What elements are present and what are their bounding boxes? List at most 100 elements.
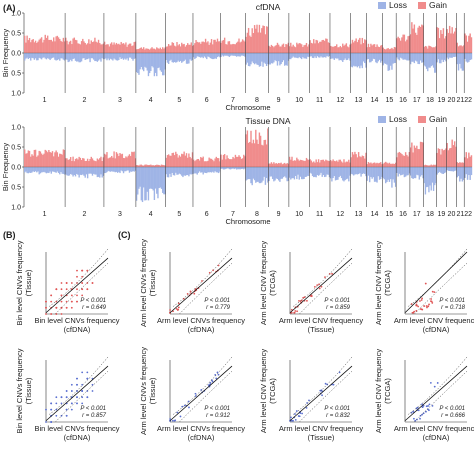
r-value-label: r = 0.649 xyxy=(82,305,107,311)
loss-bar xyxy=(28,167,31,173)
loss-bar xyxy=(157,53,159,69)
loss-bar xyxy=(124,167,126,172)
gain-bar xyxy=(452,145,455,167)
gain-bar xyxy=(195,40,197,53)
loss-bar xyxy=(368,167,371,183)
gain-bar xyxy=(333,160,336,167)
gain-bar xyxy=(465,152,468,167)
data-point xyxy=(425,405,428,408)
gain-bar xyxy=(36,42,38,53)
gain-bar xyxy=(447,150,450,167)
data-point xyxy=(76,269,78,272)
gain-bar xyxy=(34,40,37,53)
loss-bar xyxy=(424,167,427,195)
gain-bar xyxy=(286,44,288,53)
loss-bar xyxy=(213,167,215,173)
loss-bar xyxy=(299,53,302,59)
loss-bar xyxy=(303,167,305,179)
loss-bar xyxy=(270,167,273,177)
gain-bar xyxy=(134,41,137,53)
data-point xyxy=(425,410,427,413)
loss-bar xyxy=(202,167,204,175)
panel-label-a: (A) xyxy=(3,3,16,13)
gain-bar xyxy=(443,38,446,53)
loss-bar xyxy=(356,167,359,175)
y-tick-label: 0.5 xyxy=(11,184,21,191)
loss-bar xyxy=(61,53,63,59)
loss-bar xyxy=(107,53,109,59)
gain-bar xyxy=(359,37,361,53)
gain-bar xyxy=(62,37,65,53)
confidence-band-upper xyxy=(407,356,468,415)
loss-bar xyxy=(425,53,428,69)
gain-bar xyxy=(256,24,258,53)
gain-bar xyxy=(462,45,465,53)
gain-bar xyxy=(446,142,448,167)
gain-bar xyxy=(315,39,317,53)
gain-bar xyxy=(355,154,357,167)
loss-bar xyxy=(219,167,221,172)
loss-bar xyxy=(263,167,265,177)
gain-bar xyxy=(109,43,112,53)
loss-bar xyxy=(252,53,255,64)
gain-bar xyxy=(368,163,371,167)
loss-bar xyxy=(323,167,326,178)
gain-bar xyxy=(157,48,159,53)
gain-bar xyxy=(36,156,38,167)
data-point xyxy=(81,371,84,374)
gain-bar xyxy=(225,159,227,167)
loss-bar xyxy=(243,167,245,170)
gain-bar xyxy=(375,46,377,53)
gain-bar xyxy=(112,44,114,53)
gain-bar xyxy=(355,38,357,53)
loss-bar xyxy=(282,167,285,178)
loss-bar xyxy=(452,53,455,57)
gain-bar xyxy=(438,148,441,167)
loss-bar xyxy=(285,53,287,65)
gain-bar xyxy=(191,45,194,53)
loss-bar xyxy=(407,53,409,61)
data-point xyxy=(427,305,430,308)
gain-bar xyxy=(351,152,354,167)
gain-bar xyxy=(297,159,299,167)
loss-bar xyxy=(413,53,416,64)
loss-bar xyxy=(31,53,33,58)
loss-bar xyxy=(459,53,461,64)
loss-bar xyxy=(184,53,187,60)
loss-bar xyxy=(422,53,424,63)
gain-bar xyxy=(263,140,265,167)
loss-bar xyxy=(430,53,432,67)
loss-bar xyxy=(334,167,337,181)
data-point xyxy=(50,313,53,315)
loss-bar xyxy=(448,167,451,172)
loss-bar xyxy=(115,167,118,172)
gain-bar xyxy=(125,42,127,53)
gain-bar xyxy=(32,39,34,53)
gain-bar xyxy=(246,130,249,167)
gain-bar xyxy=(366,164,368,167)
gain-bar xyxy=(348,47,350,53)
loss-bar xyxy=(126,167,128,171)
loss-bar xyxy=(386,167,388,182)
loss-bar xyxy=(139,53,141,70)
data-point xyxy=(65,282,68,284)
gain-bar xyxy=(188,153,190,167)
gain-bar xyxy=(269,46,271,53)
loss-bar xyxy=(357,53,360,67)
data-point xyxy=(433,385,436,388)
gain-bar xyxy=(71,44,73,53)
data-point xyxy=(324,382,327,385)
data-point xyxy=(169,309,171,311)
gain-bar xyxy=(328,161,331,167)
data-point xyxy=(316,284,319,287)
loss-bar xyxy=(50,167,53,174)
gain-bar xyxy=(106,44,108,53)
loss-bar xyxy=(387,53,389,71)
loss-bar xyxy=(106,53,108,61)
gain-bar xyxy=(44,149,46,167)
loss-bar xyxy=(421,167,423,176)
gain-bar xyxy=(371,163,373,167)
gain-bar xyxy=(160,49,163,53)
gain-bar xyxy=(418,149,421,167)
legend-swatch-gain xyxy=(418,116,426,123)
